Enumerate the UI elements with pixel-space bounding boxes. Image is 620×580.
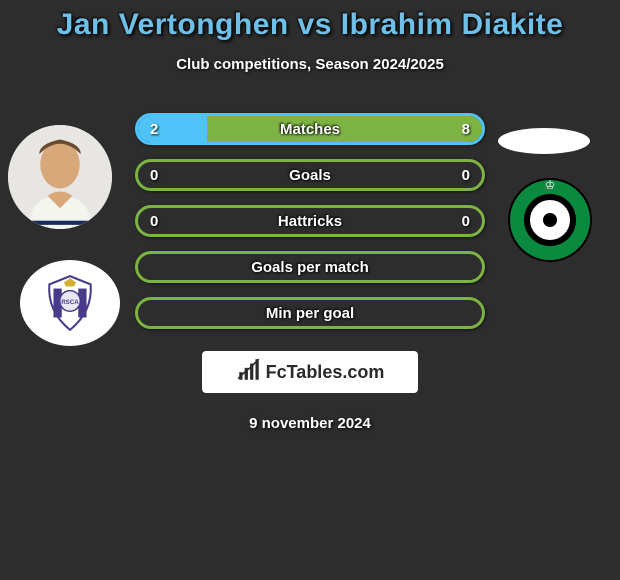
bar-left-value: 0: [150, 167, 158, 184]
svg-text:RSCA: RSCA: [61, 299, 79, 306]
player-1-photo: [8, 125, 112, 229]
bar-label: Goals per match: [251, 259, 369, 276]
bar-label: Hattricks: [278, 213, 342, 230]
stat-bar: Goals per match: [135, 251, 485, 283]
bar-label: Goals: [289, 167, 331, 184]
bar-label: Min per goal: [266, 305, 354, 322]
bar-right-value: 0: [462, 213, 470, 230]
page-title: Jan Vertonghen vs Ibrahim Diakite: [0, 8, 620, 42]
logo-text: FcTables.com: [266, 362, 385, 383]
player-2-photo-placeholder: [498, 128, 590, 154]
stat-bar: 0 0 Hattricks: [135, 205, 485, 237]
bar-fill-right: [207, 116, 482, 142]
bar-left-value: 0: [150, 213, 158, 230]
stat-bar: 2 8 Matches: [135, 113, 485, 145]
bar-label: Matches: [280, 121, 340, 138]
bar-left-value: 2: [150, 121, 158, 138]
player-1-club-logo: RSCA: [20, 260, 120, 346]
bar-right-value: 0: [462, 167, 470, 184]
club-dot: [543, 213, 557, 227]
stat-bar: Min per goal: [135, 297, 485, 329]
bar-fill-left: [138, 116, 207, 142]
date-line: 9 november 2024: [0, 415, 620, 432]
player-2-club-logo: ♔: [508, 178, 592, 262]
chart-icon: [236, 357, 262, 388]
crown-icon: ♔: [545, 178, 556, 192]
subtitle: Club competitions, Season 2024/2025: [0, 56, 620, 73]
site-logo: FcTables.com: [202, 351, 418, 393]
bar-right-value: 8: [462, 121, 470, 138]
comparison-bars: 2 8 Matches 0 0 Goals 0 0 Hattricks Goals per mat…: [135, 113, 485, 329]
stat-bar: 0 0 Goals: [135, 159, 485, 191]
club-ring: [524, 194, 576, 246]
